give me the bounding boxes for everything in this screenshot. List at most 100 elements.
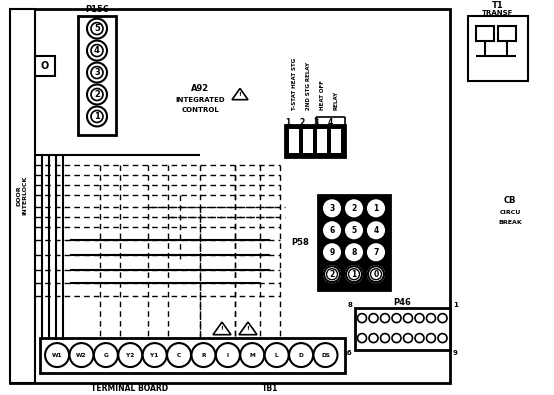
Text: 4: 4 (94, 46, 100, 55)
Text: DOOR
INTERLOCK: DOOR INTERLOCK (17, 176, 28, 215)
Text: 9: 9 (330, 248, 335, 257)
Text: 0: 0 (373, 270, 378, 279)
Circle shape (94, 343, 118, 367)
Text: 3: 3 (314, 118, 319, 127)
Bar (331, 130, 341, 153)
Circle shape (143, 343, 167, 367)
Bar (10, 9, 35, 383)
Circle shape (87, 41, 107, 60)
Text: 5: 5 (351, 226, 357, 235)
Circle shape (324, 266, 340, 282)
Text: W1: W1 (52, 353, 63, 357)
Text: G: G (104, 353, 108, 357)
Circle shape (346, 222, 362, 238)
Text: 4: 4 (327, 118, 332, 127)
Circle shape (91, 66, 103, 79)
Bar (78, 16, 116, 135)
Text: CONTROL: CONTROL (181, 107, 219, 113)
Circle shape (368, 244, 384, 260)
Circle shape (369, 334, 378, 342)
Circle shape (346, 266, 362, 282)
Circle shape (369, 314, 378, 323)
Text: 2: 2 (351, 204, 357, 213)
Text: !: ! (220, 326, 223, 331)
Text: R: R (201, 353, 206, 357)
Circle shape (368, 200, 384, 216)
Text: DS: DS (321, 353, 330, 357)
Text: 9: 9 (453, 350, 458, 356)
Text: I: I (227, 353, 229, 357)
Text: 1: 1 (351, 270, 357, 279)
Text: 8: 8 (351, 248, 357, 257)
Text: C: C (177, 353, 181, 357)
Text: HEAT OFF: HEAT OFF (320, 81, 325, 111)
Text: TRANSF: TRANSF (483, 9, 514, 16)
Text: 1: 1 (285, 118, 291, 127)
Text: Y1: Y1 (151, 353, 159, 357)
Bar (498, 26, 516, 41)
Circle shape (324, 222, 340, 238)
Circle shape (403, 314, 413, 323)
Circle shape (91, 111, 103, 122)
Text: P46: P46 (393, 298, 411, 307)
Circle shape (415, 334, 424, 342)
Circle shape (403, 334, 413, 342)
Circle shape (438, 314, 447, 323)
Text: RELAY: RELAY (334, 91, 338, 111)
Text: P58: P58 (291, 238, 309, 247)
Circle shape (371, 269, 382, 280)
Text: 8: 8 (347, 302, 352, 308)
Circle shape (427, 334, 435, 342)
Circle shape (87, 85, 107, 105)
Circle shape (392, 314, 401, 323)
Text: D: D (299, 353, 304, 357)
Text: 7: 7 (373, 248, 379, 257)
Text: 5: 5 (94, 24, 100, 33)
Circle shape (192, 343, 216, 367)
Circle shape (368, 266, 384, 282)
Circle shape (324, 200, 340, 216)
Bar (10, 9, 450, 383)
Circle shape (346, 200, 362, 216)
Circle shape (357, 314, 367, 323)
Bar (476, 26, 494, 41)
Bar (35, 56, 55, 75)
Circle shape (324, 266, 340, 282)
Text: 16: 16 (342, 350, 352, 356)
Text: INTEGRATED: INTEGRATED (175, 98, 225, 103)
Circle shape (91, 88, 103, 100)
Text: T-STAT HEAT STG: T-STAT HEAT STG (291, 58, 296, 111)
Bar (289, 130, 299, 153)
Circle shape (346, 244, 362, 260)
Bar (285, 126, 345, 157)
Polygon shape (239, 322, 257, 335)
Text: 2: 2 (330, 270, 335, 279)
Bar (355, 308, 450, 350)
Circle shape (326, 269, 337, 280)
Bar (468, 16, 528, 81)
Circle shape (119, 343, 142, 367)
Circle shape (289, 343, 313, 367)
Polygon shape (232, 88, 248, 100)
Text: 1: 1 (94, 112, 100, 121)
Text: 2ND STG RELAY: 2ND STG RELAY (305, 62, 310, 111)
Circle shape (357, 334, 367, 342)
Text: 2: 2 (94, 90, 100, 99)
Circle shape (381, 314, 389, 323)
Text: TB1: TB1 (262, 384, 278, 393)
Text: TERMINAL BOARD: TERMINAL BOARD (91, 384, 168, 393)
Circle shape (240, 343, 264, 367)
Circle shape (167, 343, 191, 367)
Circle shape (346, 266, 362, 282)
Circle shape (348, 269, 360, 280)
Bar (40, 338, 345, 373)
Text: Y2: Y2 (126, 353, 135, 357)
Text: O: O (41, 60, 49, 71)
Circle shape (438, 334, 447, 342)
Text: BREAK: BREAK (498, 220, 522, 225)
Text: T1: T1 (492, 1, 504, 10)
Circle shape (415, 314, 424, 323)
Text: 2: 2 (299, 118, 305, 127)
Text: L: L (275, 353, 279, 357)
Circle shape (324, 244, 340, 260)
